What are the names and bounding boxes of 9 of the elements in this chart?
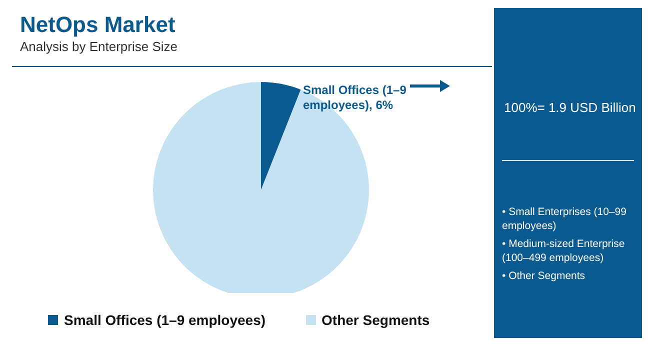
text: • Other Segments — [502, 269, 586, 283]
text: • Medium-sized Enterprise (100–499 employees) — [502, 237, 626, 265]
legend-label: Small Offices (1–9 employees) — [64, 312, 266, 328]
data-label: Small Offices (1–9 employees), 6% — [303, 83, 407, 112]
chart-title: NetOps Market — [20, 12, 176, 38]
chart-subtitle: Analysis by Enterprise Size — [20, 39, 178, 54]
text: 100%= 1.9 USD Billion — [504, 100, 636, 115]
text: • Small Enterprises (10–99 employees) — [502, 205, 628, 233]
legend-label: Other Segments — [322, 312, 430, 328]
